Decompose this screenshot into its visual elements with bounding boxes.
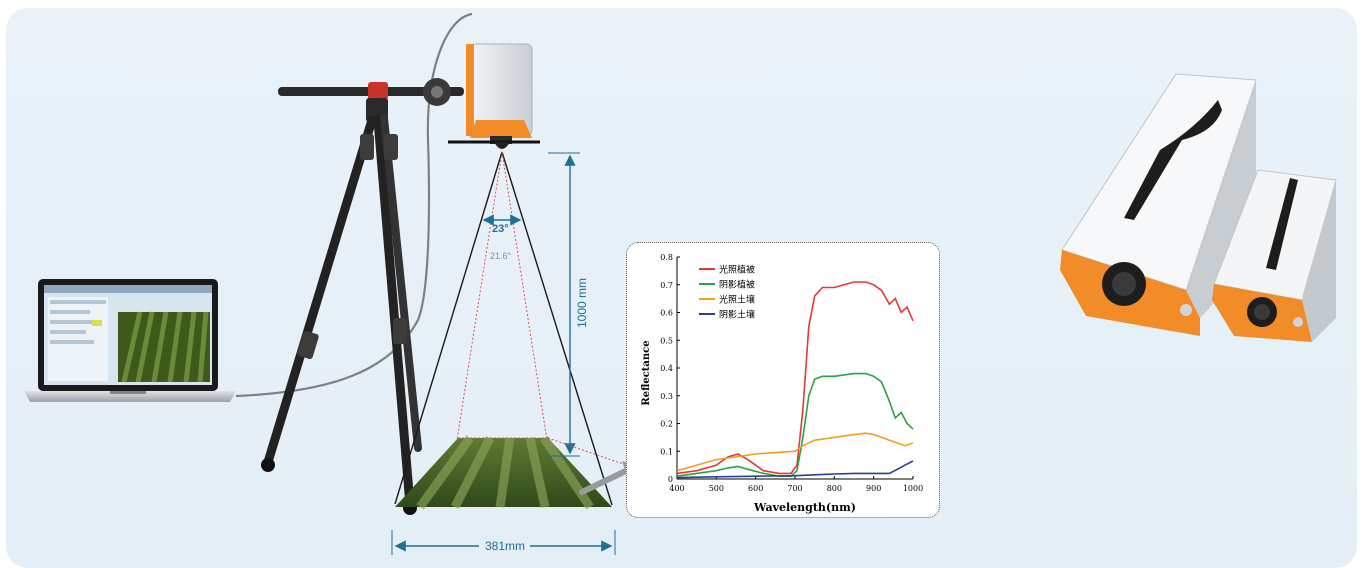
chart-y-tick-label: 0.6 (660, 309, 673, 318)
chart-legend-label: 阴影植被 (719, 279, 755, 291)
field-spectrometer-illustration (24, 12, 1337, 555)
chart-series-line-1 (676, 281, 914, 475)
chart-x-axis-label: Wavelength(nm) (753, 501, 856, 514)
chart-y-tick-label: 0.2 (660, 420, 673, 429)
height-dimension-label: 1000 mm (575, 277, 589, 329)
crop-field-plot (395, 435, 612, 510)
chart-x-tick-label: 500 (709, 484, 724, 493)
chart-x-tick-label: 800 (827, 484, 842, 493)
chart-legend-label: 光照土壤 (719, 294, 755, 306)
field-to-chart-line (547, 437, 627, 466)
chart-series-line-2 (676, 372, 914, 477)
chart-y-axis-label: Reflectance (641, 340, 652, 405)
fov-angle-small-label: 21.6° (490, 251, 512, 261)
chart-y-tick-label: 0.4 (660, 364, 673, 373)
tripod-illustration (261, 78, 464, 515)
chart-y-tick-label: 0 (668, 475, 673, 484)
chart-y-tick-label: 0.1 (660, 447, 673, 456)
spectrometer-on-tripod (448, 43, 540, 149)
spectrometer-products (1060, 73, 1337, 342)
chart-y-tick-label: 0.3 (660, 392, 673, 401)
chart-y-tick-label: 0.7 (660, 281, 673, 290)
chart-legend-label: 阴影土壤 (719, 309, 755, 321)
chart-x-tick-label: 900 (866, 484, 881, 493)
chart-y-tick-label: 0.8 (660, 253, 673, 262)
height-dimension (548, 152, 580, 457)
field-of-view-cone (394, 151, 613, 506)
chart-legend-label: 光照植被 (719, 264, 755, 276)
chart-x-tick-label: 600 (748, 484, 763, 493)
chart-series-line-3 (676, 432, 914, 472)
reflectance-chart: 0 0.1 0.2 0.3 0.4 0.5 0.6 0.7 0.8 400 500 600 700 800… (626, 242, 940, 518)
width-dimension-label: 381mm (484, 539, 525, 553)
grey-arrow (579, 465, 635, 495)
chart-series-line-4 (676, 460, 914, 479)
chart-x-tick-label: 400 (669, 484, 684, 493)
laptop-illustration (24, 279, 236, 402)
width-dimension (391, 530, 616, 555)
chart-x-tick-label: 1000 (903, 484, 923, 493)
chart-y-tick-label: 0.5 (660, 336, 673, 345)
reflectance-chart-svg: 0 0.1 0.2 0.3 0.4 0.5 0.6 0.7 0.8 400 500 600 700 800… (641, 253, 923, 514)
chart-x-tick-label: 700 (787, 484, 802, 493)
fov-angle-label: 23° (492, 223, 509, 235)
usb-cable (235, 12, 473, 398)
